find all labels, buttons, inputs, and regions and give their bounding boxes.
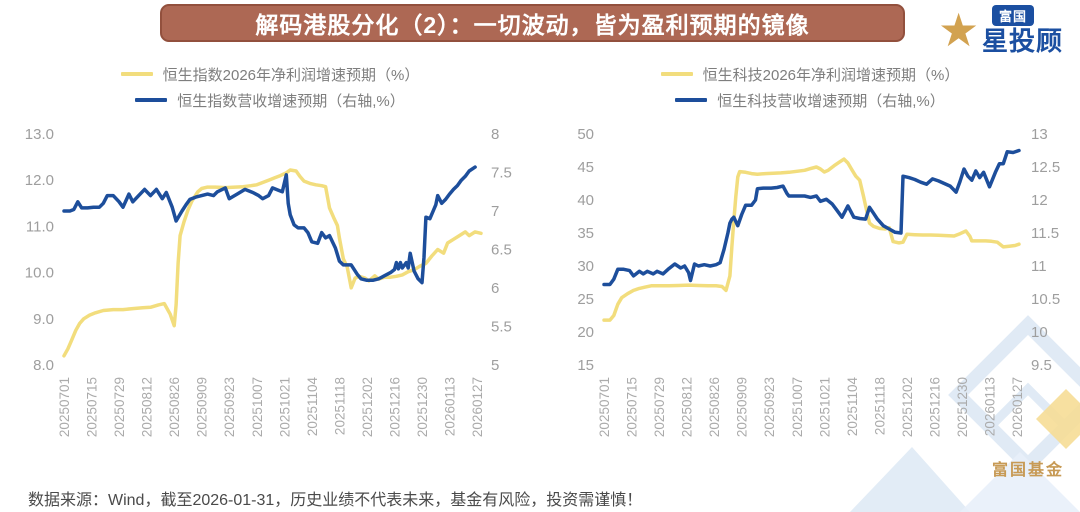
- axis-tick-label: 50: [577, 126, 594, 143]
- legend-item: 恒生科技2026年净利润增速预期（%）: [660, 64, 960, 85]
- series-line-revenue: [602, 148, 1021, 287]
- axis-tick-label: 8: [491, 126, 499, 143]
- series-line-net-profit: [602, 157, 1021, 322]
- legend-line-marker-icon: [675, 98, 708, 102]
- x-axis-tick-label: 20251021: [277, 377, 292, 437]
- axis-tick-label: 11: [1031, 258, 1047, 275]
- x-axis-tick-label: 20251230: [955, 377, 970, 437]
- axis-tick-label: 12.5: [1031, 159, 1060, 176]
- chart-hstech-plot: 50 45 40 35 30 25 20 15 13 12.5 12 11.5 11 10.5 10 9.5 2…: [577, 126, 1060, 437]
- axis-tick-label: 11.5: [1031, 225, 1059, 242]
- axis-tick-label: 12.0: [25, 172, 54, 189]
- axis-tick-label: 10.5: [1031, 291, 1060, 308]
- axis-tick-label: 13.0: [25, 126, 54, 143]
- legend-item: 恒生指数营收增速预期（右轴,%）: [135, 90, 405, 111]
- x-axis-tick-label: 20250923: [222, 377, 237, 437]
- chart-hstech: 恒生科技2026年净利润增速预期（%） 恒生科技营收增速预期（右轴,%） 50 45…: [540, 60, 1080, 481]
- x-axis-tick-label: 20250701: [597, 377, 612, 437]
- axis-tick-label: 35: [577, 225, 594, 242]
- axis-tick-label: 30: [577, 258, 594, 275]
- x-axis-tick-label: 20251118: [332, 377, 347, 435]
- axis-tick-label: 10: [1031, 324, 1048, 341]
- chart-hstech-legend: 恒生科技2026年净利润增速预期（%） 恒生科技营收增速预期（右轴,%）: [540, 60, 1080, 114]
- x-axis-tick-label: 20250715: [85, 377, 100, 437]
- axis-tick-label: 8.0: [33, 357, 54, 374]
- x-axis-tick-label: 20260127: [1010, 377, 1025, 437]
- x-axis-tick-label: 20250909: [735, 377, 750, 437]
- x-axis-tick-label: 20250729: [652, 377, 667, 437]
- chart-hsi-plot: 13.0 12.0 11.0 10.0 9.0 8.0 8 7.5 7 6.5 6 5.5 5 20250…: [25, 126, 512, 437]
- x-axis-tick-label: 20250812: [680, 377, 695, 437]
- x-axis-tick-label: 20250701: [57, 377, 72, 437]
- data-source-disclaimer: 数据来源：Wind，截至2026-01-31，历史业绩不代表未来，基金有风险，投…: [28, 492, 643, 509]
- x-axis-tick-label: 20260127: [470, 377, 485, 437]
- page-title: 解码港股分化（2）：一切波动，皆为盈利预期的镜像: [255, 12, 810, 38]
- title-banner: 解码港股分化（2）：一切波动，皆为盈利预期的镜像: [160, 4, 905, 42]
- axis-tick-label: 9.0: [33, 311, 54, 328]
- x-axis-tick-label: 20250812: [140, 377, 155, 437]
- axis-tick-label: 40: [577, 192, 594, 209]
- x-axis-tick-label: 20251202: [900, 377, 915, 437]
- axis-tick-label: 5: [491, 357, 499, 374]
- x-axis-tick-label: 20250715: [625, 377, 640, 437]
- x-axis-tick-label: 20251118: [872, 377, 887, 435]
- series-line-revenue: [62, 165, 477, 285]
- axis-tick-label: 7: [491, 203, 499, 220]
- x-axis-tick-label: 20250826: [707, 377, 722, 437]
- x-axis-tick-label: 20251007: [250, 377, 265, 437]
- legend-label: 恒生科技营收增速预期（右轴,%）: [717, 92, 945, 110]
- legend-line-marker-icon: [660, 72, 693, 76]
- x-axis-tick-label: 20250729: [112, 377, 127, 437]
- legend-item: 恒生指数2026年净利润增速预期（%）: [120, 64, 420, 85]
- axis-tick-label: 6.5: [491, 242, 512, 259]
- legend-label: 恒生指数营收增速预期（右轴,%）: [177, 92, 405, 110]
- axis-tick-label: 13: [1031, 126, 1048, 143]
- x-axis-tick-label: 20251230: [415, 377, 430, 437]
- axis-tick-label: 10.0: [25, 265, 54, 282]
- legend-label: 恒生科技2026年净利润增速预期（%）: [702, 66, 960, 84]
- axis-tick-label: 11.0: [26, 218, 54, 235]
- x-axis-tick-label: 20260113: [443, 377, 458, 436]
- legend-line-marker-icon: [120, 72, 153, 76]
- legend-line-marker-icon: [135, 98, 168, 102]
- legend-label: 恒生指数2026年净利润增速预期（%）: [162, 66, 420, 84]
- axis-tick-label: 6: [491, 280, 499, 297]
- chart-hsi: 恒生指数2026年净利润增速预期（%） 恒生指数营收增速预期（右轴,%） 13.0…: [0, 60, 540, 481]
- x-axis-tick-label: 20260113: [983, 377, 998, 436]
- axis-tick-label: 5.5: [491, 319, 512, 336]
- x-axis-tick-label: 20251021: [817, 377, 832, 437]
- x-axis-tick-label: 20250923: [762, 377, 777, 437]
- axis-tick-label: 20: [577, 324, 594, 341]
- legend-item: 恒生科技营收增速预期（右轴,%）: [675, 90, 945, 111]
- axis-tick-label: 9.5: [1031, 357, 1052, 374]
- x-axis-tick-label: 20250826: [167, 377, 182, 437]
- logo-badge: 富国: [992, 5, 1035, 26]
- x-axis-tick-label: 20251104: [305, 377, 320, 437]
- brand-logo: ★ 富国 星投顾: [936, 4, 1076, 56]
- logo-wordmark: 星投顾: [982, 26, 1064, 56]
- x-axis-tick-label: 20251216: [927, 377, 942, 437]
- x-axis-tick-label: 20251202: [360, 377, 375, 437]
- chart-hsi-legend: 恒生指数2026年净利润增速预期（%） 恒生指数营收增速预期（右轴,%）: [0, 60, 540, 114]
- star-icon: ★: [938, 4, 980, 56]
- axis-tick-label: 15: [577, 357, 594, 374]
- series-line-net-profit: [62, 168, 483, 358]
- x-axis-tick-label: 20251104: [845, 377, 860, 437]
- axis-tick-label: 12: [1031, 192, 1048, 209]
- x-axis-tick-label: 20250909: [195, 377, 210, 437]
- x-axis-tick-label: 20251216: [387, 377, 402, 437]
- axis-tick-label: 25: [577, 291, 594, 308]
- axis-tick-label: 7.5: [491, 165, 512, 182]
- x-axis-tick-label: 20251007: [790, 377, 805, 437]
- axis-tick-label: 45: [577, 159, 594, 176]
